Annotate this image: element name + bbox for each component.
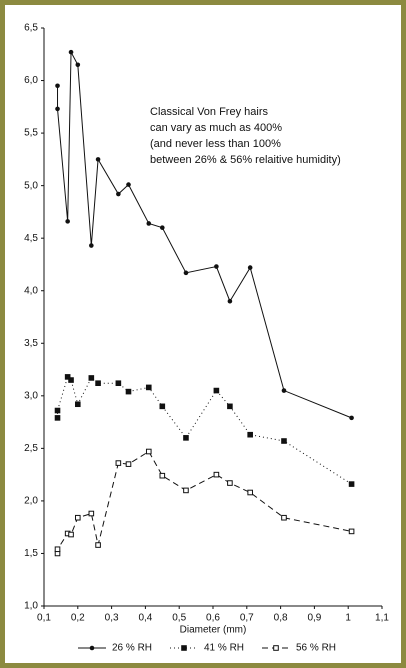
y-tick-label: 3,5 [24,338,38,349]
data-point [183,487,189,494]
data-point [75,401,81,408]
data-point [281,438,287,444]
x-tick-label: 0,3 [105,613,119,624]
y-tick-label: 5,0 [24,180,38,191]
legend-marker [181,645,187,651]
data-point [349,415,354,421]
data-point [145,448,152,455]
data-point [89,243,94,248]
data-point [75,62,81,68]
data-point [75,514,81,521]
annotation: Classical Von Frey hairs [150,106,268,118]
data-point [247,431,253,438]
y-tick-label: 4,0 [24,285,38,296]
data-point [125,461,132,467]
x-tick-label: 0,1 [37,613,51,624]
data-point [247,489,253,496]
data-point [159,472,166,479]
annotation: between 26% & 56% relaitive humidity) [150,154,341,166]
x-tick-label: 0,5 [172,613,186,624]
data-point [281,388,287,393]
data-point [159,403,166,410]
data-point [160,225,165,230]
y-tick-label: 6,0 [24,75,38,86]
x-tick-label: 0,6 [206,613,220,624]
y-tick-label: 2,5 [24,443,38,454]
data-point [68,531,74,538]
data-point [213,387,220,394]
data-point [214,264,219,269]
data-point [183,435,189,441]
data-point [116,191,121,197]
data-point [348,528,355,535]
data-point [88,510,95,517]
data-point [115,460,122,466]
y-tick-label: 6,5 [24,23,38,34]
data-point [145,384,152,391]
x-tick-label: 0,9 [307,613,321,624]
data-point [247,265,253,270]
x-tick-label: 1,1 [375,613,389,624]
data-point [227,480,233,486]
x-tick-label: 0,8 [274,613,288,624]
data-point [95,542,101,548]
data-line [57,450,352,554]
data-point [95,380,101,387]
data-point [55,106,60,112]
legend-label: 56 % RH [296,643,336,654]
data-point [54,407,61,414]
data-point [65,219,70,224]
data-point [55,83,60,89]
y-tick-label: 1,0 [24,601,38,612]
data-point [213,471,220,478]
data-point [95,157,101,162]
data-line [57,375,352,485]
x-tick-label: 0,7 [240,613,254,624]
data-point [115,380,122,387]
annotation: can vary as much as 400% [150,122,282,134]
data-point [146,221,152,226]
x-tick-label: 1 [345,613,351,624]
data-point [64,374,71,380]
data-point [54,415,61,421]
data-point [54,546,61,553]
x-tick-label: 0,4 [138,613,152,624]
data-point [88,375,95,381]
data-point [348,481,355,487]
data-point [126,182,131,187]
legend-label: 26 % RH [112,643,152,654]
y-tick-label: 5,5 [24,128,38,139]
y-tick-label: 4,5 [24,233,38,244]
legend-marker [273,645,279,651]
legend-label: 41 % RH [204,643,244,654]
x-tick-label: 0,2 [71,613,85,624]
y-tick-label: 1,5 [24,548,38,559]
data-point [281,514,287,521]
x-axis-label: Diameter (mm) [180,625,247,636]
data-point [68,377,74,383]
annotation: (and never less than 100% [150,138,281,150]
data-point [227,403,233,410]
data-point [227,298,233,304]
data-point [183,270,189,276]
y-tick-label: 2,0 [24,496,38,507]
legend-marker [89,645,95,651]
y-tick-label: 3,0 [24,390,38,401]
data-point [125,388,132,395]
data-point [68,49,74,55]
